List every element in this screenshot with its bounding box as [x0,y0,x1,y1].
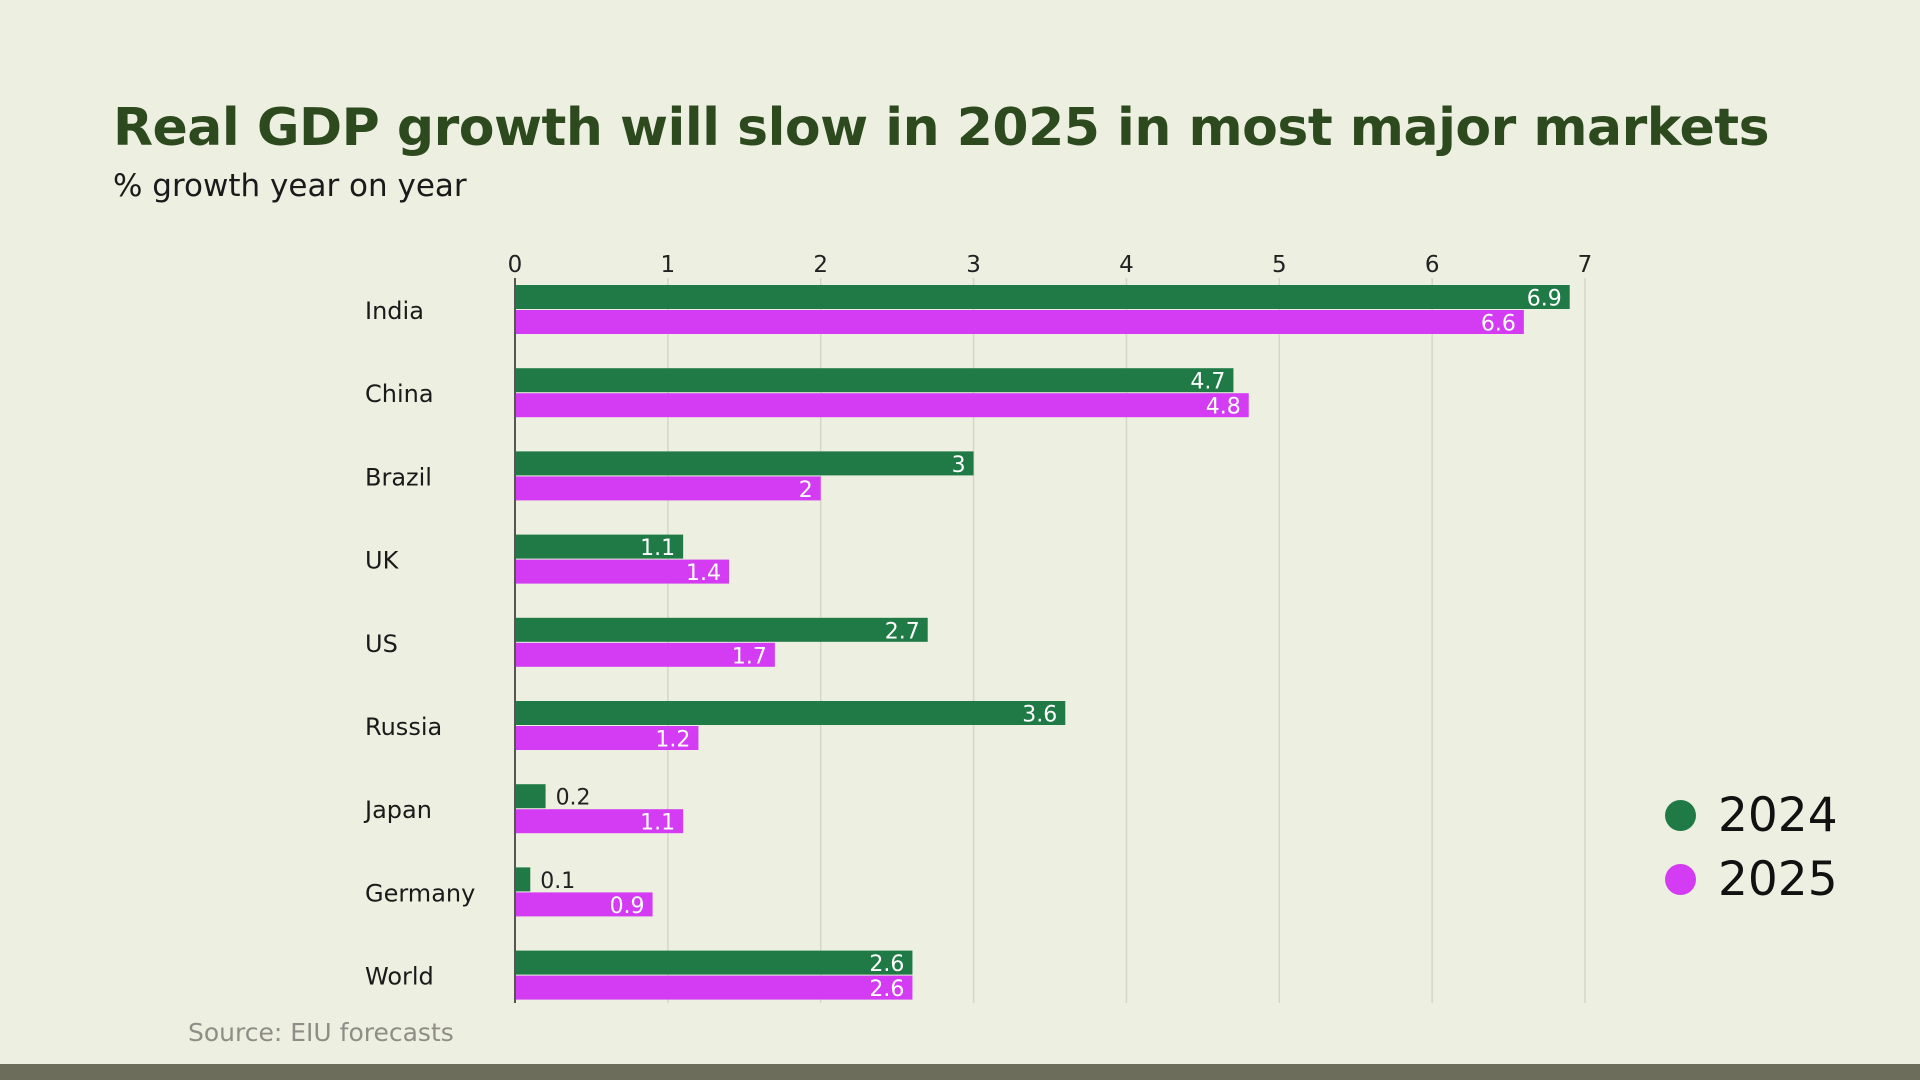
category-label: World [365,963,434,991]
category-label: UK [365,547,400,575]
x-tick-label: 2 [813,252,828,278]
legend-swatch-2024 [1665,799,1696,831]
value-label: 0.9 [610,894,645,919]
bar-2024 [515,867,531,892]
category-label: India [365,297,424,325]
bar-2025 [515,892,653,917]
legend-item-2025: 2025 [1665,847,1838,911]
value-label: 3 [952,453,966,478]
legend-item-2024: 2024 [1665,783,1838,847]
category-label: Russia [365,713,442,741]
value-label: 4.7 [1190,370,1225,395]
x-tick-label: 5 [1272,252,1287,278]
bars [515,285,1570,1000]
legend-swatch-2025 [1665,863,1696,895]
value-label: 2.7 [885,619,920,644]
value-label: 1.4 [686,561,721,586]
chart-subtitle: % growth year on year [113,168,467,204]
legend: 2024 2025 [1665,783,1838,911]
value-label: 2.6 [869,977,904,1002]
bar-2024 [515,701,1066,725]
bar-2024 [515,285,1570,309]
value-label: 3.6 [1022,703,1057,728]
category-labels: India China Brazil UK US Russia Japan Germany Wo… [363,297,475,991]
value-label: 1.2 [655,728,690,753]
bar-2024 [515,451,974,476]
x-tick-label: 0 [508,252,523,278]
value-label: 1.1 [640,811,675,836]
x-tick-label: 4 [1119,252,1134,278]
category-label: Germany [365,879,475,907]
bar-chart: 0 1 2 3 4 5 6 7 India China Brazil UK US Russia Japan… [363,252,1593,1003]
category-label: Brazil [365,463,432,491]
value-label: 2 [799,478,813,503]
footer-bar [0,1064,1920,1080]
value-label: 0.2 [556,786,591,811]
category-label: Japan [363,796,432,824]
value-labels: 6.9 6.6 4.74.8 3 2 1.1 1.4 2.7 1.7 3.6 1.2 0.2 1.1 0.… [540,287,1561,1003]
value-label: 2.6 [869,952,904,977]
bar-2025 [515,310,1524,334]
x-tick-label: 7 [1578,252,1593,278]
bar-2025 [515,726,699,750]
value-label: 6.6 [1481,312,1516,337]
value-label: 4.8 [1206,395,1241,420]
x-tick-label: 6 [1425,252,1440,278]
bar-2024 [515,950,913,975]
bar-2025 [515,809,684,834]
bar-2024 [515,617,928,642]
bar-2024 [515,534,684,559]
legend-label-2025: 2025 [1718,851,1838,907]
chart-title: Real GDP growth will slow in 2025 in mos… [113,98,1770,158]
value-label: 0.1 [540,869,575,894]
category-label: US [365,630,398,658]
x-tick-label: 3 [966,252,981,278]
source-note: Source: EIU forecasts [188,1018,454,1047]
x-tick-label: 1 [661,252,676,278]
legend-label-2024: 2024 [1718,787,1838,843]
value-label: 6.9 [1527,287,1562,312]
value-label: 1.1 [640,536,675,561]
x-axis-ticks: 0 1 2 3 4 5 6 7 [508,252,1593,278]
bar-2025 [515,559,729,584]
bar-2025 [515,476,821,501]
bar-2025 [515,393,1249,418]
bar-2025 [515,975,913,1000]
bar-2024 [515,784,546,809]
value-label: 1.7 [732,644,767,669]
bar-2024 [515,368,1234,393]
bar-2025 [515,642,775,667]
category-label: China [365,380,434,408]
